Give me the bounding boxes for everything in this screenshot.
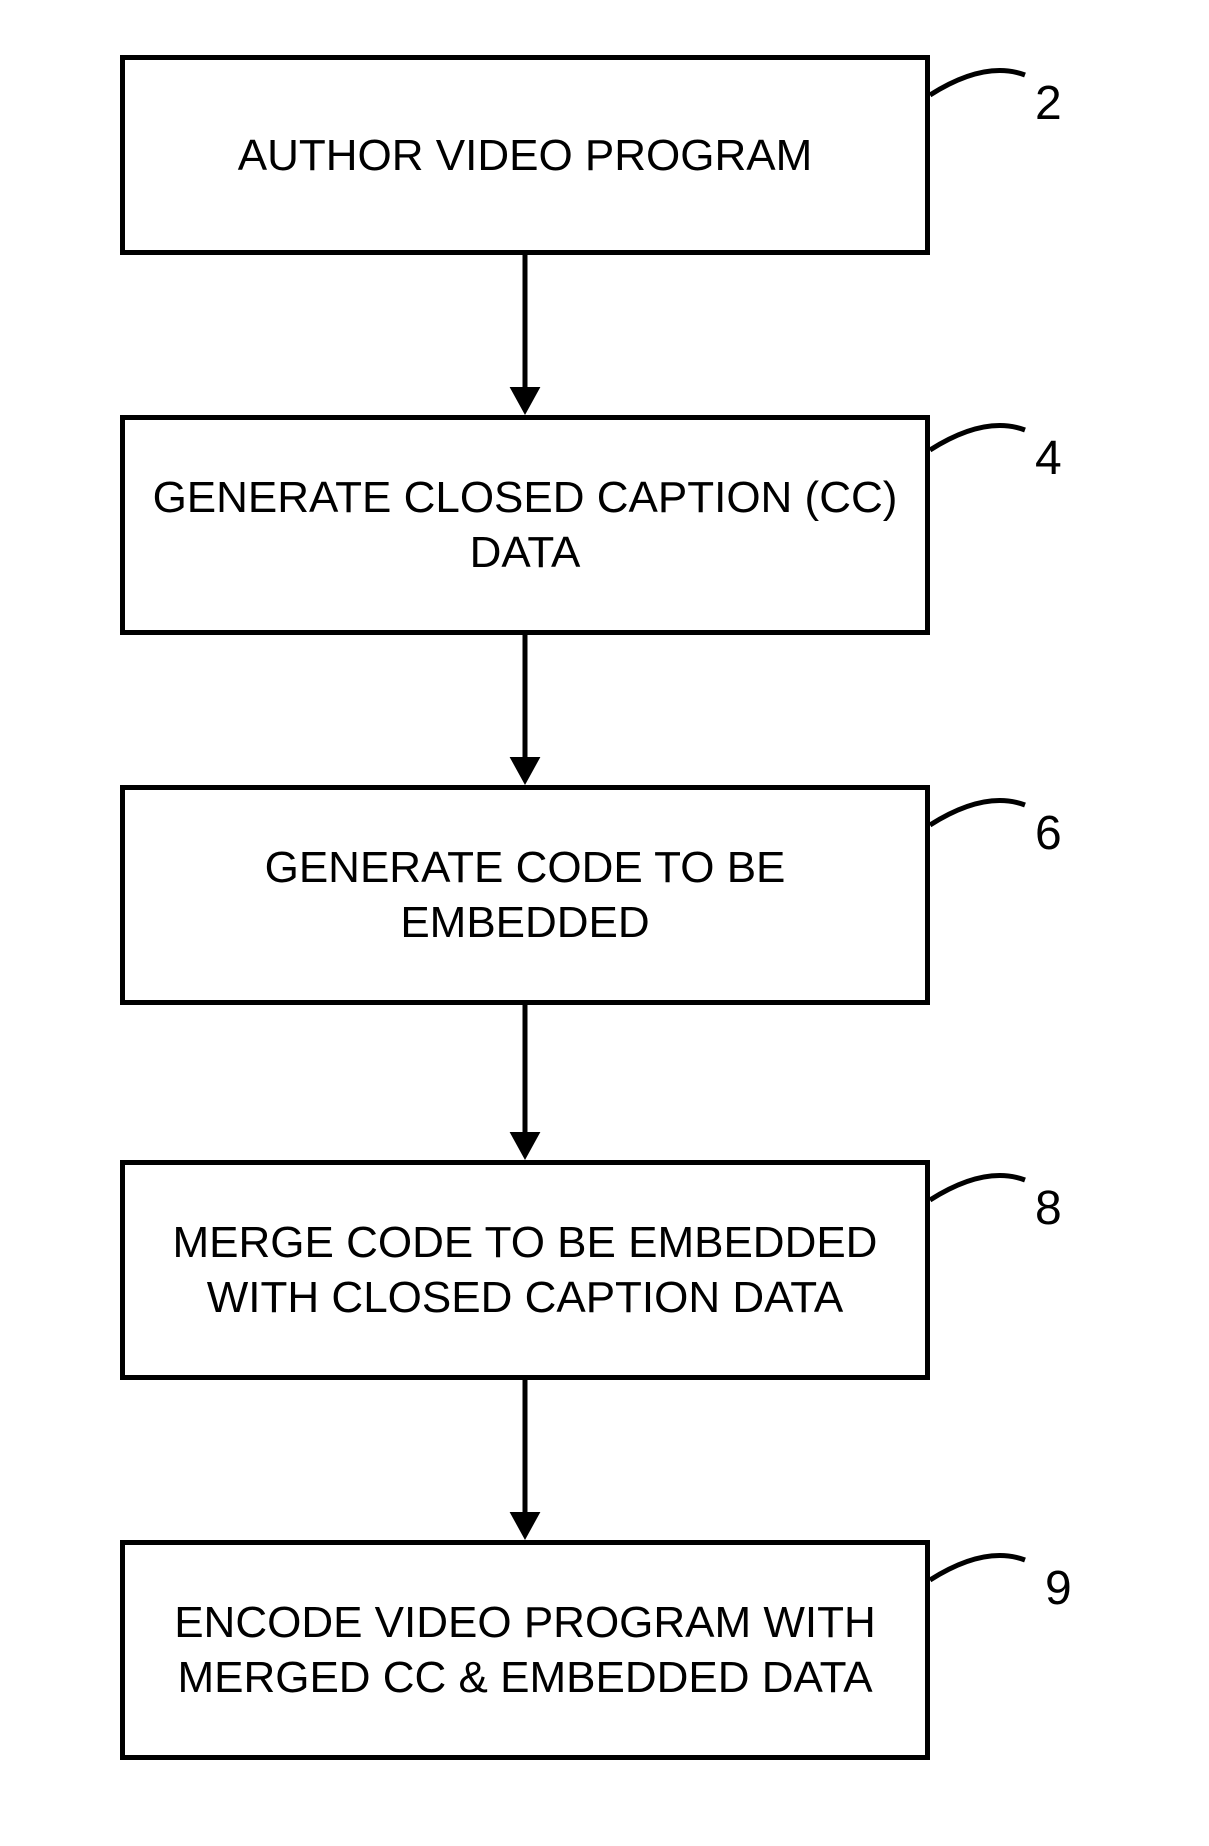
flowchart-canvas: AUTHOR VIDEO PROGRAMGENERATE CLOSED CAPT… [0, 0, 1209, 1846]
flow-arrow [0, 0, 1209, 1846]
